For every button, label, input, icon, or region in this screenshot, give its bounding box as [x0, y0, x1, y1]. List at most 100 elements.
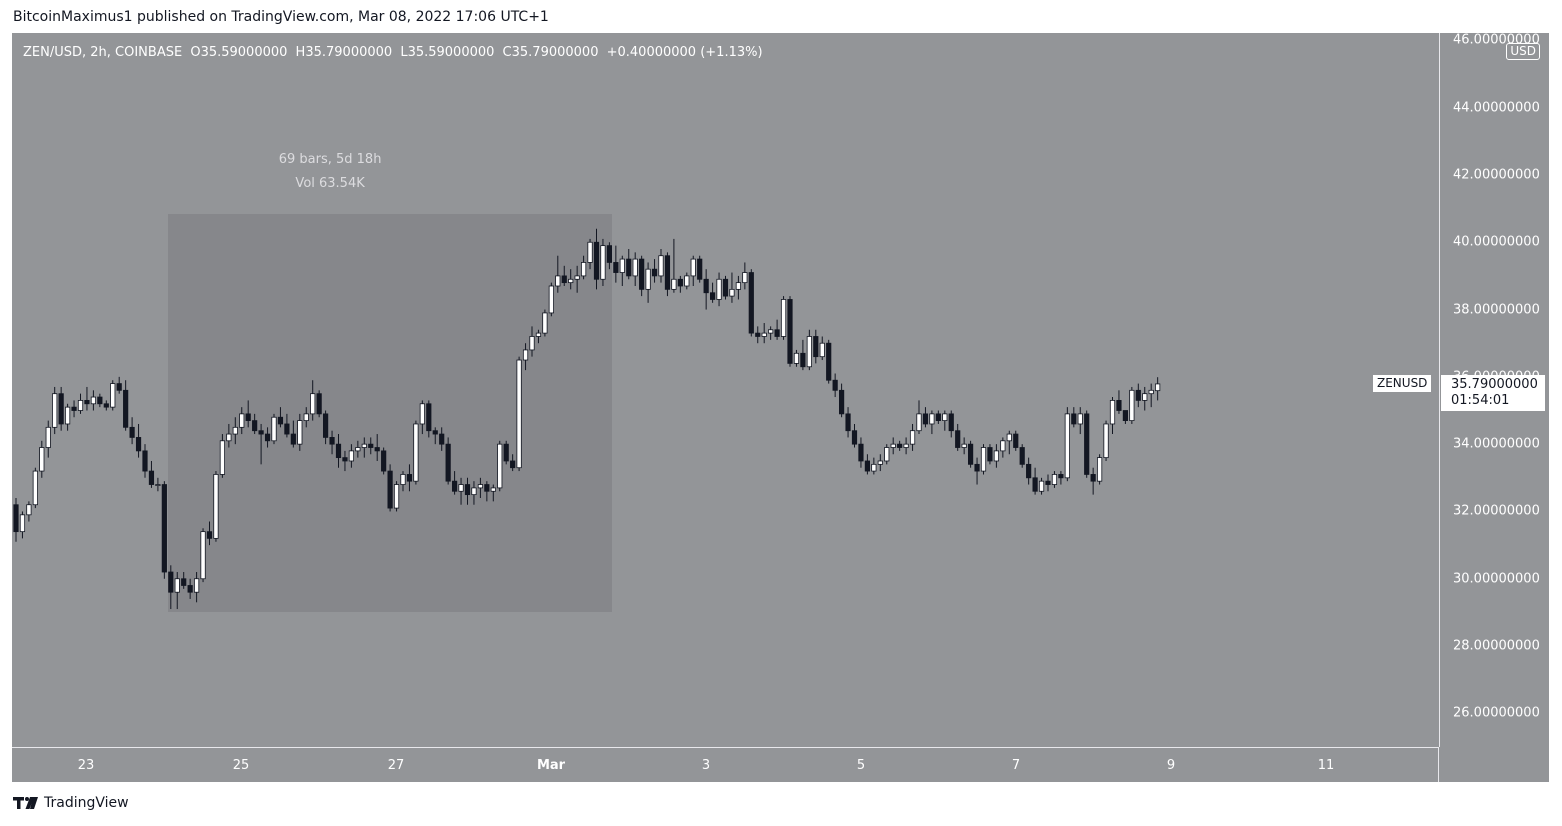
candle-body-up	[348, 450, 355, 462]
candle	[664, 252, 671, 297]
candle-body-up	[929, 413, 935, 425]
candle	[613, 245, 619, 283]
candle-body-down	[426, 403, 432, 432]
candle	[374, 434, 380, 461]
time-tick-label: 11	[1317, 758, 1335, 773]
candle-body-down	[406, 474, 413, 482]
price-tick-label: 30.00000000	[1453, 571, 1540, 587]
candle	[651, 259, 658, 283]
candle-body-down	[987, 447, 993, 462]
time-tick-label: 27	[387, 758, 405, 773]
footer-brand[interactable]: TradingView	[13, 795, 129, 811]
candle-body-down	[1045, 480, 1051, 485]
candle-body-up	[877, 460, 883, 465]
candle	[555, 255, 561, 293]
candle-body-up	[890, 443, 896, 448]
candle-body-down	[451, 480, 458, 492]
candle-body-up	[1038, 480, 1045, 492]
candle-body-up	[645, 268, 651, 290]
candle	[1000, 437, 1006, 458]
candle	[929, 410, 935, 435]
candle	[400, 471, 406, 492]
candle-body-up	[522, 349, 529, 361]
candle-body-down	[897, 443, 903, 448]
candle	[477, 477, 484, 498]
candle	[110, 380, 116, 411]
candle-body-up	[90, 396, 96, 405]
time-axis[interactable]: 23 25 27 Mar 3 5 7 9 11	[12, 747, 1439, 782]
candle-body-up	[735, 282, 742, 290]
candle-body-up	[1142, 393, 1148, 401]
candle-body-down	[148, 470, 155, 485]
candle-body-down	[1019, 447, 1025, 465]
candle-body-down	[677, 278, 683, 287]
candle-body-up	[1000, 440, 1006, 452]
candle-body-down	[387, 470, 393, 509]
candle	[742, 262, 748, 290]
candle-body-up	[1148, 389, 1154, 395]
candle	[581, 255, 587, 280]
candle	[303, 407, 309, 428]
candle	[290, 420, 296, 448]
candle	[1097, 454, 1103, 485]
candle-body-up	[400, 474, 406, 485]
candle-body-up	[1097, 457, 1103, 482]
candle	[200, 528, 206, 583]
candle-body-up	[226, 433, 232, 442]
candle	[1038, 477, 1045, 495]
candle-body-down	[1013, 433, 1019, 448]
ohlc-legend: ZEN/USD, 2h, COINBASE O35.59000000 H35.7…	[23, 45, 767, 60]
candle	[155, 477, 161, 492]
candle-body-down	[935, 413, 941, 422]
legend-high-label: H	[295, 45, 306, 60]
candle-body-up	[52, 393, 58, 428]
legend-low-value: 35.59000000	[407, 45, 495, 60]
candle	[1122, 410, 1128, 424]
currency-badge[interactable]: USD	[1506, 43, 1540, 60]
candle	[445, 437, 451, 485]
candle	[800, 339, 806, 371]
candle	[264, 427, 271, 448]
plot-area[interactable]: 69 bars, 5d 18h Vol 63.54K ZEN/USD, 2h, …	[12, 33, 1439, 747]
candle-body-up	[1103, 423, 1109, 459]
candle-body-down	[1026, 463, 1032, 479]
candle-body-down	[703, 278, 709, 294]
chart-frame[interactable]: 69 bars, 5d 18h Vol 63.54K ZEN/USD, 2h, …	[12, 33, 1549, 782]
candle	[329, 430, 335, 455]
candle-body-down	[445, 443, 451, 482]
candle-body-down	[968, 443, 974, 465]
candle-body-up	[213, 474, 219, 539]
candle-body-down	[84, 400, 90, 405]
candle-body-up	[77, 400, 84, 411]
candle-body-up	[942, 413, 948, 422]
candle-body-up	[581, 262, 587, 277]
candle-body-down	[368, 443, 374, 448]
candle	[148, 460, 155, 488]
candle-body-down	[922, 413, 929, 425]
candle	[310, 380, 316, 421]
candle	[722, 275, 729, 300]
candle-body-up	[65, 406, 71, 425]
candle	[735, 275, 742, 300]
candle	[484, 481, 490, 502]
symbol-price-tag: ZENUSD	[1373, 375, 1432, 392]
candle-body-up	[548, 285, 554, 314]
candle-body-up	[1077, 413, 1083, 425]
candle	[368, 437, 374, 455]
candle	[626, 248, 632, 280]
candle-body-down	[722, 278, 729, 297]
candle-body-up	[819, 342, 825, 358]
candle-body-down	[439, 433, 445, 445]
candle	[858, 437, 864, 468]
candle	[587, 238, 593, 270]
candle-body-up	[535, 332, 542, 337]
candle	[568, 269, 574, 290]
candle	[748, 269, 754, 337]
candle	[690, 255, 696, 287]
candle-body-down	[181, 578, 187, 586]
candle	[258, 423, 264, 465]
candle	[335, 434, 342, 468]
candle-body-up	[542, 312, 548, 334]
candle	[510, 454, 516, 472]
candle-body-down	[787, 299, 793, 364]
